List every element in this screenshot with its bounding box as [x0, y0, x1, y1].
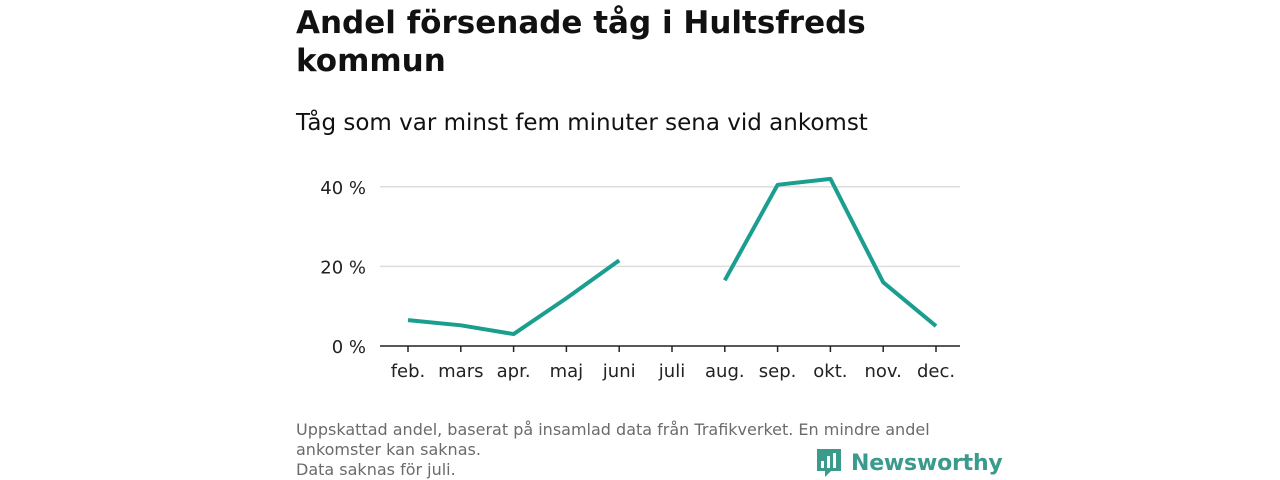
y-tick-label: 20 % — [320, 257, 366, 278]
y-tick-label: 40 % — [320, 178, 366, 199]
x-tick-label: maj — [550, 361, 584, 382]
chart-subtitle: Tåg som var minst fem minuter sena vid a… — [296, 110, 868, 136]
x-tick-label: feb. — [391, 361, 426, 382]
series-line — [407, 258, 621, 337]
newsworthy-bar-chart-icon — [817, 449, 841, 477]
x-tick-label: juni — [602, 361, 636, 382]
x-tick-label: apr. — [497, 361, 531, 382]
logo-text: Newsworthy — [851, 450, 1003, 476]
footnote-line-1: Uppskattad andel, baserat på insamlad da… — [296, 420, 930, 439]
x-tick-label: nov. — [864, 361, 901, 382]
x-tick-label: aug. — [705, 361, 745, 382]
x-tick-label: dec. — [917, 361, 955, 382]
footnote-line-3: Data saknas för juli. — [296, 460, 456, 479]
footnote-line-2: ankomster kan saknas. — [296, 440, 481, 459]
newsworthy-logo[interactable]: Newsworthy — [815, 447, 1003, 479]
chart-footnote: Uppskattad andel, baserat på insamlad da… — [296, 420, 986, 480]
x-tick-label: okt. — [813, 361, 847, 382]
x-tick-label: mars — [438, 361, 483, 382]
chart-title: Andel försenade tåg i Hultsfreds kommun — [296, 5, 866, 79]
x-tick-label: juli — [658, 361, 685, 382]
x-tick-label: sep. — [759, 361, 797, 382]
y-tick-label: 0 % — [332, 337, 366, 358]
line-chart: 0 % 20 % 40 % feb. mars apr. maj juni juli aug. se… — [320, 176, 960, 382]
series-line — [723, 176, 938, 328]
